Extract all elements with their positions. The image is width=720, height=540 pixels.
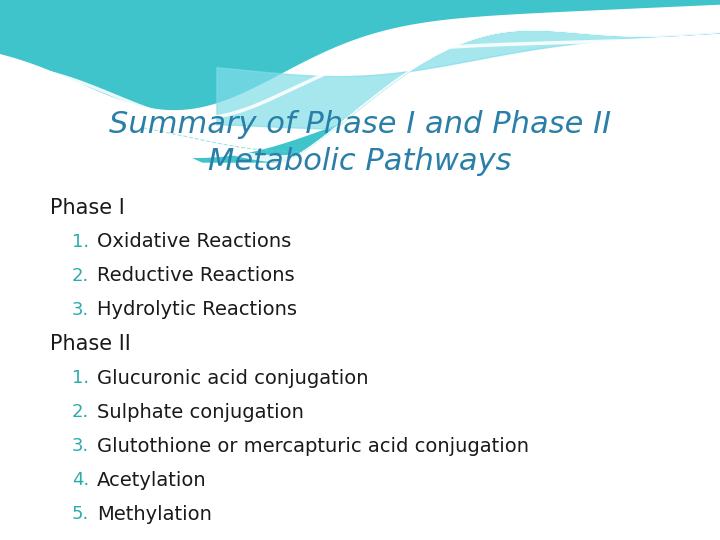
Text: Acetylation: Acetylation [97,470,207,490]
Text: Metabolic Pathways: Metabolic Pathways [208,147,512,177]
Text: 3.: 3. [72,301,89,319]
Text: Phase II: Phase II [50,334,131,354]
Text: Summary of Phase I and Phase II: Summary of Phase I and Phase II [109,110,611,139]
Text: 1.: 1. [72,369,89,387]
Text: Phase I: Phase I [50,198,125,218]
Text: 2.: 2. [72,267,89,285]
Text: Reductive Reactions: Reductive Reactions [97,266,294,286]
Text: 3.: 3. [72,437,89,455]
Text: Hydrolytic Reactions: Hydrolytic Reactions [97,300,297,320]
Text: Glucuronic acid conjugation: Glucuronic acid conjugation [97,368,369,388]
Text: Glutothione or mercapturic acid conjugation: Glutothione or mercapturic acid conjugat… [97,436,529,456]
Text: 2.: 2. [72,403,89,421]
Text: 1.: 1. [72,233,89,251]
Text: 4.: 4. [72,471,89,489]
Text: 5.: 5. [72,505,89,523]
Text: Methylation: Methylation [97,504,212,524]
Text: Oxidative Reactions: Oxidative Reactions [97,232,292,252]
Text: Sulphate conjugation: Sulphate conjugation [97,402,304,422]
